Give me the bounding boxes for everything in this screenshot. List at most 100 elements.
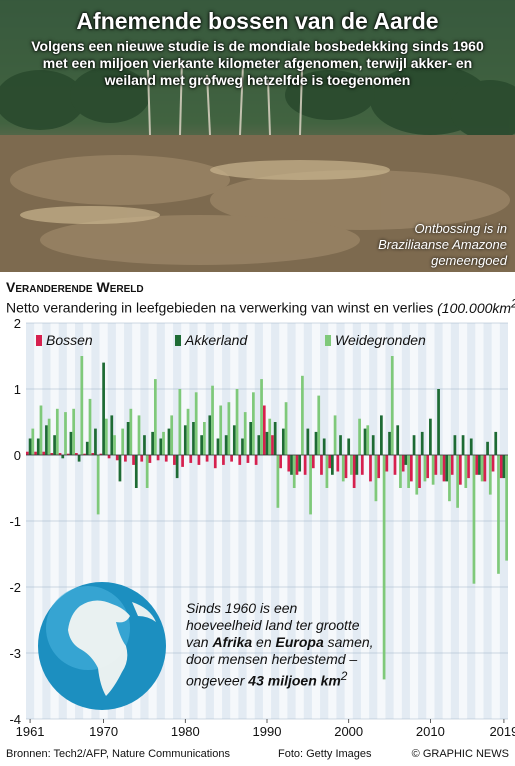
- bar-weidegronden-1999: [341, 455, 345, 482]
- y-tick-label: -2: [9, 580, 21, 595]
- legend-swatch-bossen: [36, 335, 42, 346]
- bar-weidegronden-2012: [448, 455, 451, 502]
- bar-bossen-1965: [58, 453, 62, 455]
- bar-akkerland-1985: [224, 435, 228, 455]
- x-tick-label: 1961: [16, 724, 45, 739]
- bar-bossen-1976: [148, 455, 152, 463]
- bar-akkerland-1976: [151, 431, 154, 455]
- bar-akkerland-2011: [437, 389, 440, 455]
- bar-bossen-2013: [450, 455, 454, 475]
- bar-akkerland-1966: [69, 431, 73, 455]
- bar-bossen-1981: [189, 455, 193, 463]
- photo-credit: Foto: Getty Images: [278, 748, 372, 760]
- bar-akkerland-1961: [28, 438, 32, 455]
- bar-bossen-1991: [271, 435, 274, 455]
- bar-weidegronden-2002: [366, 425, 370, 455]
- chart-subtitle: Netto verandering in leefgebieden na ver…: [6, 297, 515, 316]
- callout-part2: samen, door mensen herbestemd – ongeveer: [186, 634, 374, 689]
- deforestation-photo: [0, 0, 515, 272]
- bar-bossen-2003: [369, 455, 372, 482]
- bar-akkerland-2009: [420, 431, 424, 455]
- bar-bossen-2017: [483, 455, 487, 482]
- bar-weidegronden-1980: [186, 408, 190, 455]
- bar-akkerland-1978: [167, 428, 171, 455]
- bar-bossen-1996: [311, 455, 315, 469]
- y-tick-label: -3: [9, 646, 21, 661]
- bar-bossen-1984: [213, 455, 217, 469]
- bar-bossen-2015: [467, 455, 470, 479]
- y-tick-label: 1: [14, 382, 21, 397]
- bar-weidegronden-2011: [439, 455, 443, 475]
- callout-afrika: Afrika: [212, 634, 253, 650]
- bar-weidegronden-1962: [39, 405, 43, 455]
- bar-akkerland-1977: [159, 438, 163, 455]
- bar-akkerland-1997: [322, 438, 326, 455]
- bar-weidegronden-1983: [211, 385, 214, 455]
- bar-akkerland-1988: [249, 422, 253, 455]
- bar-bossen-1990: [262, 405, 266, 455]
- bar-weidegronden-2018: [497, 455, 500, 574]
- bar-bossen-2004: [377, 455, 381, 479]
- bar-bossen-1973: [124, 455, 127, 462]
- bar-weidegronden-2014: [464, 455, 468, 488]
- bar-bossen-2008: [409, 455, 413, 482]
- habitat-change-chart: -4 -3 -2 -1 0 1 2 1961 1970 1980 1990 2000 2010 2019 B…: [9, 316, 515, 739]
- bar-bossen-2009: [418, 455, 421, 488]
- bar-weidegronden-1996: [317, 395, 321, 455]
- y-tick-label: 0: [14, 448, 21, 463]
- bar-weidegronden-2016: [480, 455, 484, 482]
- bar-weidegronden-1993: [292, 455, 296, 488]
- bar-akkerland-1979: [175, 455, 179, 479]
- bar-akkerland-1971: [110, 415, 114, 455]
- bar-akkerland-1974: [134, 455, 138, 488]
- bar-akkerland-1981: [192, 422, 195, 455]
- bar-akkerland-1984: [216, 438, 220, 455]
- bar-weidegronden-1965: [64, 412, 67, 455]
- bar-bossen-1980: [181, 455, 184, 467]
- bar-weidegronden-1992: [284, 402, 288, 455]
- bar-bossen-1969: [91, 453, 95, 455]
- globe-continents: [68, 600, 130, 696]
- bar-bossen-1983: [205, 455, 209, 462]
- bar-bossen-1993: [287, 455, 291, 472]
- chart-title-rest-1: eranderende: [15, 279, 93, 295]
- bar-weidegronden-1991: [276, 455, 280, 508]
- bar-weidegronden-1970: [104, 418, 108, 455]
- bar-weidegronden-2007: [407, 455, 410, 488]
- chart-title-initial-1: V: [6, 279, 16, 295]
- page-subtitle: Volgens een nieuwe studie is de mondiale…: [31, 38, 484, 88]
- bar-weidegronden-1987: [243, 412, 247, 455]
- bar-akkerland-1991: [273, 422, 277, 455]
- bar-weidegronden-2004: [382, 455, 386, 680]
- chart-title-initial-2: W: [96, 279, 110, 295]
- bar-akkerland-1967: [77, 455, 81, 462]
- bar-bossen-2000: [344, 455, 348, 479]
- bar-akkerland-1993: [290, 455, 293, 475]
- bar-akkerland-1987: [241, 438, 244, 455]
- bar-weidegronden-2009: [423, 455, 427, 482]
- bar-akkerland-2008: [412, 435, 416, 455]
- bar-weidegronden-1998: [333, 415, 337, 455]
- bar-weidegronden-2019: [505, 455, 508, 561]
- bar-bossen-1985: [222, 455, 225, 465]
- callout-europa: Europa: [275, 634, 324, 650]
- chart-subtitle-text: Netto verandering in leefgebieden na ver…: [6, 299, 434, 316]
- bar-weidegronden-1968: [88, 398, 92, 455]
- bar-weidegronden-1972: [121, 428, 125, 455]
- bar-akkerland-2000: [347, 438, 351, 455]
- legend-swatch-akkerland: [175, 335, 181, 346]
- y-tick-label: -1: [9, 514, 21, 529]
- bar-akkerland-2001: [355, 455, 359, 475]
- x-tick-label: 1980: [171, 724, 200, 739]
- bar-bossen-1967: [75, 453, 78, 455]
- bar-akkerland-1968: [85, 441, 89, 455]
- bar-akkerland-1998: [330, 455, 334, 475]
- bar-weidegronden-1963: [47, 418, 51, 455]
- bar-bossen-1972: [115, 455, 119, 461]
- bar-bossen-1961: [26, 451, 29, 455]
- bar-akkerland-2010: [429, 418, 432, 455]
- bar-weidegronden-1995: [309, 455, 312, 515]
- bar-akkerland-1963: [45, 425, 48, 455]
- bar-weidegronden-2005: [390, 356, 394, 455]
- bar-weidegronden-1961: [31, 428, 35, 455]
